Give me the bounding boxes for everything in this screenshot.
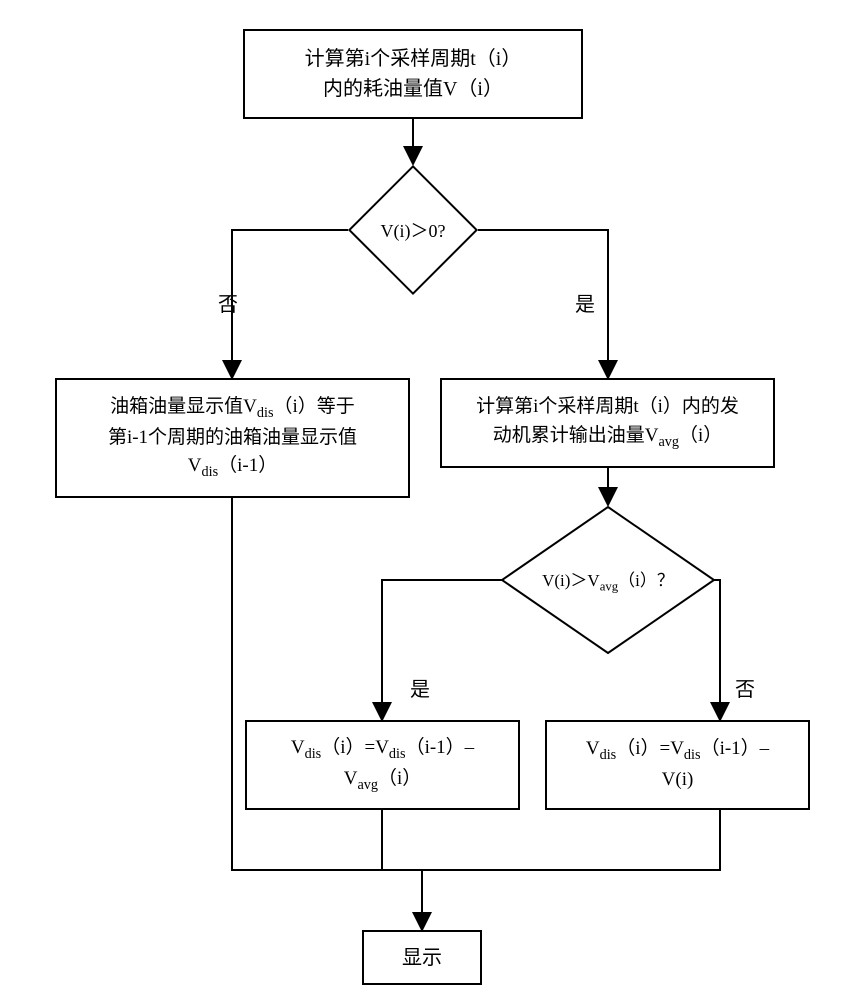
branch-label-no: 否 [218,288,238,317]
node-line: 油箱油量显示值Vdis（i）等于 [108,393,357,424]
process-hold-vdis: 油箱油量显示值Vdis（i）等于 第i-1个周期的油箱油量显示值 Vdis（i-… [55,378,410,498]
branch-label-yes: 是 [575,288,595,317]
node-line: 动机累计输出油量Vavg（i） [476,422,739,453]
decision-vi-gt-vavg: V(i)＞Vavg（i）？ [500,505,716,655]
node-line: V(i) [586,766,769,795]
process-display: 显示 [362,930,482,985]
process-vdis-minus-vi: Vdis（i）=Vdis（i-1）– V(i) [545,720,810,810]
branch-label-no: 否 [735,673,755,702]
node-line: 计算第i个采样周期t（i）内的发 [476,393,739,422]
process-compute-vavg: 计算第i个采样周期t（i）内的发 动机累计输出油量Vavg（i） [440,378,775,468]
node-line: 计算第i个采样周期t（i） [305,44,522,74]
node-line: Vavg（i） [291,765,474,796]
node-line: Vdis（i）=Vdis（i-1）– [291,734,474,765]
process-vdis-minus-vavg: Vdis（i）=Vdis（i-1）– Vavg（i） [245,720,520,810]
node-line: Vdis（i）=Vdis（i-1）– [586,735,769,766]
node-line: 显示 [402,943,442,973]
branch-label-yes: 是 [410,673,430,702]
decision-text: V(i)＞0? [381,217,446,243]
node-line: 内的耗油量值V（i） [305,74,522,104]
decision-vi-gt-zero: V(i)＞0? [348,165,478,295]
node-line: 第i-1个周期的油箱油量显示值 [108,424,357,453]
flowchart-edges [0,0,846,1000]
process-compute-vi: 计算第i个采样周期t（i） 内的耗油量值V（i） [243,29,583,119]
decision-text: V(i)＞Vavg（i）？ [542,566,674,594]
node-line: Vdis（i-1） [108,452,357,483]
